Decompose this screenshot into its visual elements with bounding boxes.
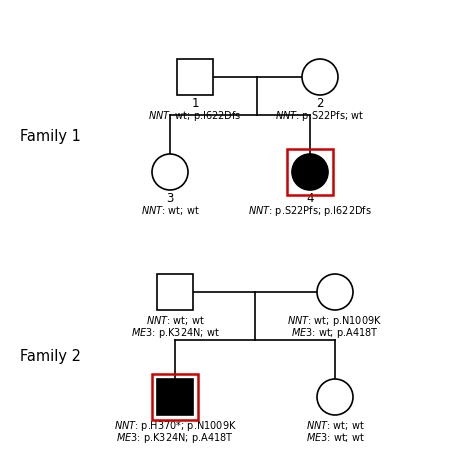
Text: $\it{NNT}$: p.S22Pfs; wt: $\it{NNT}$: p.S22Pfs; wt bbox=[275, 109, 365, 123]
Text: 1: 1 bbox=[191, 97, 199, 110]
Text: 3: 3 bbox=[166, 192, 173, 205]
Circle shape bbox=[302, 59, 338, 95]
Circle shape bbox=[317, 379, 353, 415]
Text: $\it{ME3}$: wt; wt: $\it{ME3}$: wt; wt bbox=[306, 431, 365, 444]
Text: $\it{NNT}$: p.S22Pfs; p.I622Dfs: $\it{NNT}$: p.S22Pfs; p.I622Dfs bbox=[248, 204, 372, 218]
Text: $\it{ME3}$: wt; p.A418T: $\it{ME3}$: wt; p.A418T bbox=[291, 326, 379, 340]
Text: $\it{NNT}$: wt; p.N1009K: $\it{NNT}$: wt; p.N1009K bbox=[287, 314, 383, 328]
Circle shape bbox=[317, 274, 353, 310]
Text: $\it{NNT}$: wt; wt: $\it{NNT}$: wt; wt bbox=[306, 419, 365, 432]
Text: Family 1: Family 1 bbox=[20, 129, 81, 144]
Text: $\it{NNT}$: wt; p.I622Dfs: $\it{NNT}$: wt; p.I622Dfs bbox=[148, 109, 242, 123]
Text: $\it{ME3}$: p.K324N; p.A418T: $\it{ME3}$: p.K324N; p.A418T bbox=[116, 431, 234, 445]
Bar bbox=[152, 374, 198, 420]
Text: $\it{NNT}$: wt; wt: $\it{NNT}$: wt; wt bbox=[146, 314, 204, 327]
Bar bbox=[157, 274, 193, 310]
Text: $\it{NNT}$: p.H370*; p.N1009K: $\it{NNT}$: p.H370*; p.N1009K bbox=[114, 419, 237, 433]
Bar bbox=[157, 379, 193, 415]
Circle shape bbox=[152, 154, 188, 190]
Text: 4: 4 bbox=[306, 192, 314, 205]
Text: $\it{ME3}$: p.K324N; wt: $\it{ME3}$: p.K324N; wt bbox=[131, 326, 219, 340]
Bar bbox=[177, 59, 213, 95]
Text: $\it{NNT}$: wt; wt: $\it{NNT}$: wt; wt bbox=[141, 204, 200, 217]
Text: Family 2: Family 2 bbox=[20, 349, 81, 365]
Circle shape bbox=[292, 154, 328, 190]
Text: 2: 2 bbox=[316, 97, 324, 110]
Bar bbox=[287, 149, 333, 195]
